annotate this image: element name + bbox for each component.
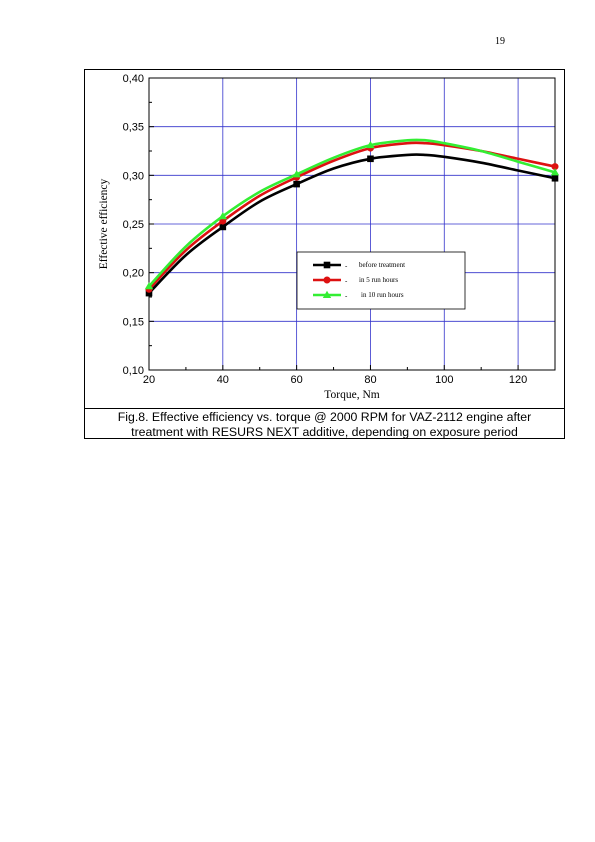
series-2-point-4 bbox=[550, 168, 560, 176]
series-2-point-3 bbox=[366, 140, 375, 149]
legend-label-0: before treatment bbox=[359, 261, 405, 269]
x-tick-label-1: 40 bbox=[217, 374, 229, 386]
legend-marker-2 bbox=[322, 290, 332, 298]
figure: 20 40 60 80 100 120 0,10 0,15 0,20 0,25 0,30 0,35 0,… bbox=[84, 69, 565, 439]
series-0-point-2 bbox=[293, 180, 300, 188]
efficiency-chart: 20 40 60 80 100 120 0,10 0,15 0,20 0,25 0,30 0,35 0,… bbox=[98, 73, 560, 401]
series-0-point-1 bbox=[219, 223, 227, 231]
x-tick-label-5: 120 bbox=[509, 374, 527, 386]
legend-dash-2: - bbox=[345, 292, 348, 300]
legend-marker-0 bbox=[323, 261, 331, 269]
legend-label-2: in 10 run hours bbox=[361, 291, 404, 299]
legend-dash-1: - bbox=[345, 277, 348, 285]
y-tick-label-2: 0,20 bbox=[123, 268, 144, 280]
x-tick-label-3: 80 bbox=[364, 374, 376, 386]
x-axis-title: Torque, Nm bbox=[324, 389, 379, 401]
x-tick-label-0: 20 bbox=[143, 374, 155, 386]
series-0-point-0 bbox=[145, 289, 153, 297]
y-tick-label-1: 0,15 bbox=[123, 316, 144, 328]
x-tick-label-4: 100 bbox=[435, 374, 453, 386]
series-2-point-2 bbox=[292, 170, 301, 178]
series-2-point-1 bbox=[218, 212, 228, 220]
legend-marker-1 bbox=[323, 276, 331, 284]
y-tick-label-0: 0,10 bbox=[123, 365, 144, 377]
legend-dash-0: - bbox=[345, 262, 348, 270]
legend-label-1: in 5 run hours bbox=[359, 276, 398, 284]
page-number: 19 bbox=[495, 36, 505, 47]
y-tick-label-5: 0,35 bbox=[123, 122, 144, 134]
series-1-point-1 bbox=[219, 217, 227, 225]
caption-line-1: Fig.8. Effective efficiency vs. torque @… bbox=[117, 410, 532, 424]
series-0-point-4 bbox=[551, 174, 559, 182]
y-tick-label-4: 0,30 bbox=[123, 170, 144, 182]
x-tick-label-2: 60 bbox=[291, 374, 303, 386]
y-tick-label-6: 0,40 bbox=[123, 73, 144, 85]
series-1-point-4 bbox=[551, 163, 559, 171]
y-tick-label-3: 0,25 bbox=[123, 219, 144, 231]
series-2-point-0 bbox=[144, 282, 154, 290]
series-0-point-3 bbox=[367, 155, 374, 163]
figure-caption: Fig.8. Effective efficiency vs. torque @… bbox=[85, 408, 564, 439]
caption-line-2: treatment with RESURS NEXT additive, dep… bbox=[131, 425, 518, 439]
y-axis-title: Effective efficiency bbox=[98, 178, 110, 269]
